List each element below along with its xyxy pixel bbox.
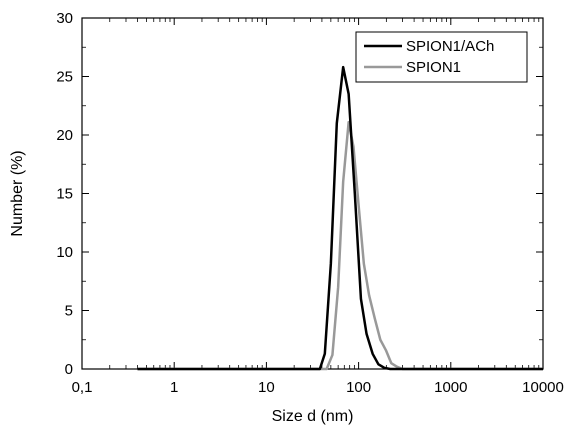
series-line-spion1 xyxy=(137,120,543,371)
y-axis-title: Number (%) xyxy=(9,150,26,236)
legend-box xyxy=(355,31,528,83)
x-axis-title: Size d (nm) xyxy=(272,408,354,425)
y-tick-label: 10 xyxy=(56,244,73,261)
legend-label-spion1-ach: SPION1/ACh xyxy=(406,38,494,55)
legend: SPION1/ACh SPION1 xyxy=(355,31,528,83)
axis-tick-labels: 0,1 1 10 100 1000 10000 0 5 10 15 20 25 30 xyxy=(56,10,564,396)
x-tick-label: 1 xyxy=(170,379,178,396)
y-tick-label: 25 xyxy=(56,69,73,86)
y-tick-label: 20 xyxy=(56,127,73,144)
x-tick-label: 1000 xyxy=(434,379,467,396)
x-tick-label: 100 xyxy=(346,379,371,396)
series-lines xyxy=(137,65,543,371)
y-tick-label: 5 xyxy=(65,303,73,320)
y-tick-label: 0 xyxy=(65,361,73,378)
y-tick-label: 15 xyxy=(56,186,73,203)
x-tick-label: 10000 xyxy=(522,379,564,396)
series-line-spion1-ach xyxy=(137,65,543,371)
legend-label-spion1: SPION1 xyxy=(406,59,461,76)
x-tick-label: 10 xyxy=(258,379,275,396)
y-tick-label: 30 xyxy=(56,10,73,27)
x-tick-label: 0,1 xyxy=(72,379,93,396)
